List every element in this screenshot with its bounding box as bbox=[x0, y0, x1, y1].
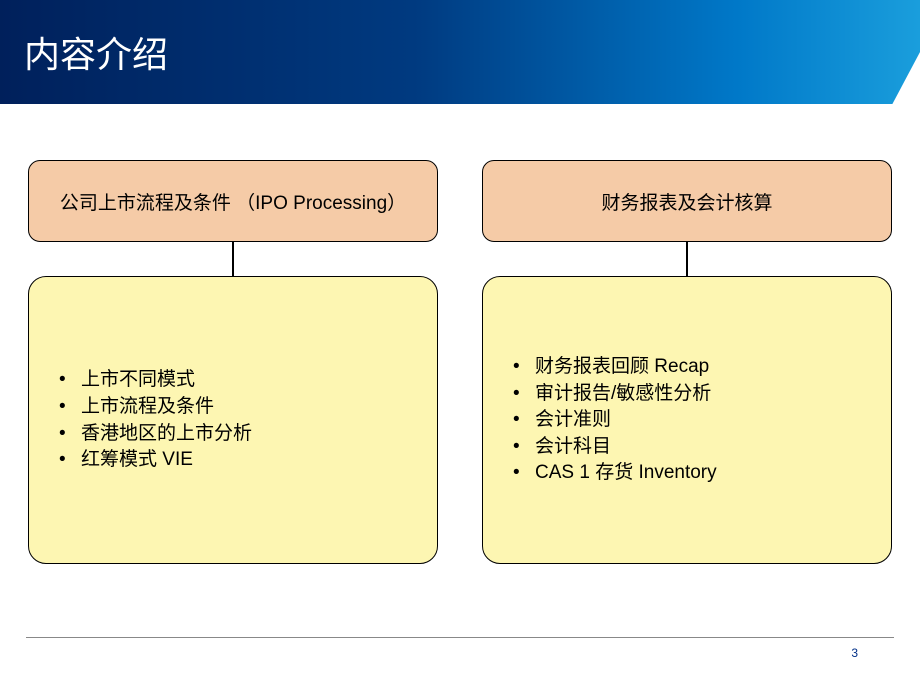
heading-box-left: 公司上市流程及条件 （IPO Processing） bbox=[28, 160, 438, 242]
slide-title: 内容介绍 bbox=[24, 26, 168, 78]
list-item: 财务报表回顾 Recap bbox=[507, 354, 867, 380]
column-right: 财务报表及会计核算 财务报表回顾 Recap 审计报告/敏感性分析 会计准则 会… bbox=[482, 160, 892, 564]
heading-text: 财务报表及会计核算 bbox=[601, 188, 772, 215]
heading-text: 公司上市流程及条件 （IPO Processing） bbox=[60, 188, 406, 215]
list-item: 上市流程及条件 bbox=[53, 394, 413, 420]
footer-divider bbox=[26, 637, 894, 638]
column-left: 公司上市流程及条件 （IPO Processing） 上市不同模式 上市流程及条… bbox=[28, 160, 438, 564]
list-item: 上市不同模式 bbox=[53, 367, 413, 393]
connector-line bbox=[686, 242, 688, 276]
slide-header: 内容介绍 bbox=[0, 0, 920, 104]
list-item: 会计科目 bbox=[507, 434, 867, 460]
item-list: 上市不同模式 上市流程及条件 香港地区的上市分析 红筹模式 VIE bbox=[53, 366, 413, 474]
items-box-left: 上市不同模式 上市流程及条件 香港地区的上市分析 红筹模式 VIE bbox=[28, 276, 438, 564]
list-item: CAS 1 存货 Inventory bbox=[507, 460, 867, 486]
list-item: 红筹模式 VIE bbox=[53, 447, 413, 473]
heading-box-right: 财务报表及会计核算 bbox=[482, 160, 892, 242]
page-number: 3 bbox=[851, 646, 858, 660]
list-item: 审计报告/敏感性分析 bbox=[507, 381, 867, 407]
item-list: 财务报表回顾 Recap 审计报告/敏感性分析 会计准则 会计科目 CAS 1 … bbox=[507, 353, 867, 487]
list-item: 香港地区的上市分析 bbox=[53, 421, 413, 447]
list-item: 会计准则 bbox=[507, 407, 867, 433]
connector-line bbox=[232, 242, 234, 276]
content-area: 公司上市流程及条件 （IPO Processing） 上市不同模式 上市流程及条… bbox=[28, 160, 892, 564]
items-box-right: 财务报表回顾 Recap 审计报告/敏感性分析 会计准则 会计科目 CAS 1 … bbox=[482, 276, 892, 564]
